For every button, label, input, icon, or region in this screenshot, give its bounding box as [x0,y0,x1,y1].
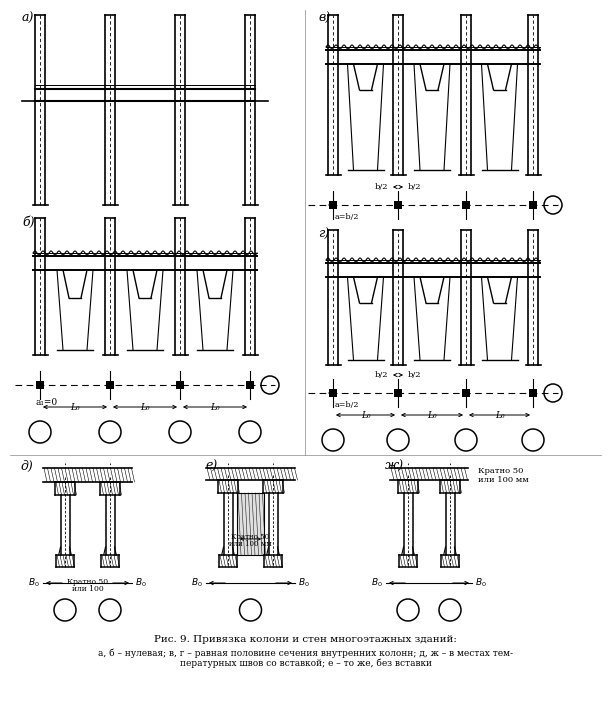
Bar [246,381,254,389]
Bar [106,381,114,389]
Text: L₀: L₀ [210,403,220,412]
Bar [529,389,537,397]
Bar [176,381,184,389]
Bar [394,389,402,397]
Text: ж): ж) [385,460,404,473]
Text: L₀: L₀ [70,403,80,412]
Text: L₀: L₀ [427,411,437,420]
Text: a=b/2: a=b/2 [335,401,359,409]
Text: $B_0$: $B_0$ [191,577,203,590]
Text: a₁=0: a₁=0 [35,398,57,407]
Text: b/2: b/2 [375,371,388,379]
Bar [237,493,264,555]
Bar [36,381,44,389]
Text: в): в) [318,12,330,25]
Text: а): а) [22,12,34,25]
Bar [529,201,537,209]
Bar [462,389,470,397]
Bar [394,201,402,209]
Text: г): г) [318,228,329,241]
Bar [329,201,337,209]
Text: Кратно 50: Кратно 50 [67,578,108,586]
Text: $B_0$: $B_0$ [298,577,310,590]
Text: или 100: или 100 [71,585,103,593]
Text: или 100 мм: или 100 мм [229,540,272,548]
Text: $B_0$: $B_0$ [28,577,40,590]
Text: a=b/2: a=b/2 [335,213,359,221]
Text: b/2: b/2 [408,371,422,379]
Text: L₀: L₀ [495,411,504,420]
Text: Кратно 50: Кратно 50 [478,467,524,475]
Text: Рис. 9. Привязка колони и стен многоэтажных зданий:: Рис. 9. Привязка колони и стен многоэтаж… [154,635,457,644]
Text: е): е) [205,460,218,473]
Text: д): д) [20,460,33,473]
Text: Кратно 50: Кратно 50 [232,533,269,541]
Text: b/2: b/2 [408,183,422,191]
Text: L₀: L₀ [140,403,150,412]
Text: b/2: b/2 [375,183,388,191]
Bar [462,201,470,209]
Bar [329,389,337,397]
Text: $B_0$: $B_0$ [475,577,487,590]
Text: $B_0$: $B_0$ [371,577,383,590]
Text: или 100 мм: или 100 мм [478,476,529,484]
Text: L₀: L₀ [360,411,370,420]
Text: пературных швов со вставкой; е – то же, без вставки: пературных швов со вставкой; е – то же, … [180,659,431,669]
Text: $B_0$: $B_0$ [135,577,147,590]
Text: б): б) [22,216,34,229]
Text: а, б – нулевая; в, г – равная половине сечения внутренних колонн; д, ж – в места: а, б – нулевая; в, г – равная половине с… [98,648,513,657]
